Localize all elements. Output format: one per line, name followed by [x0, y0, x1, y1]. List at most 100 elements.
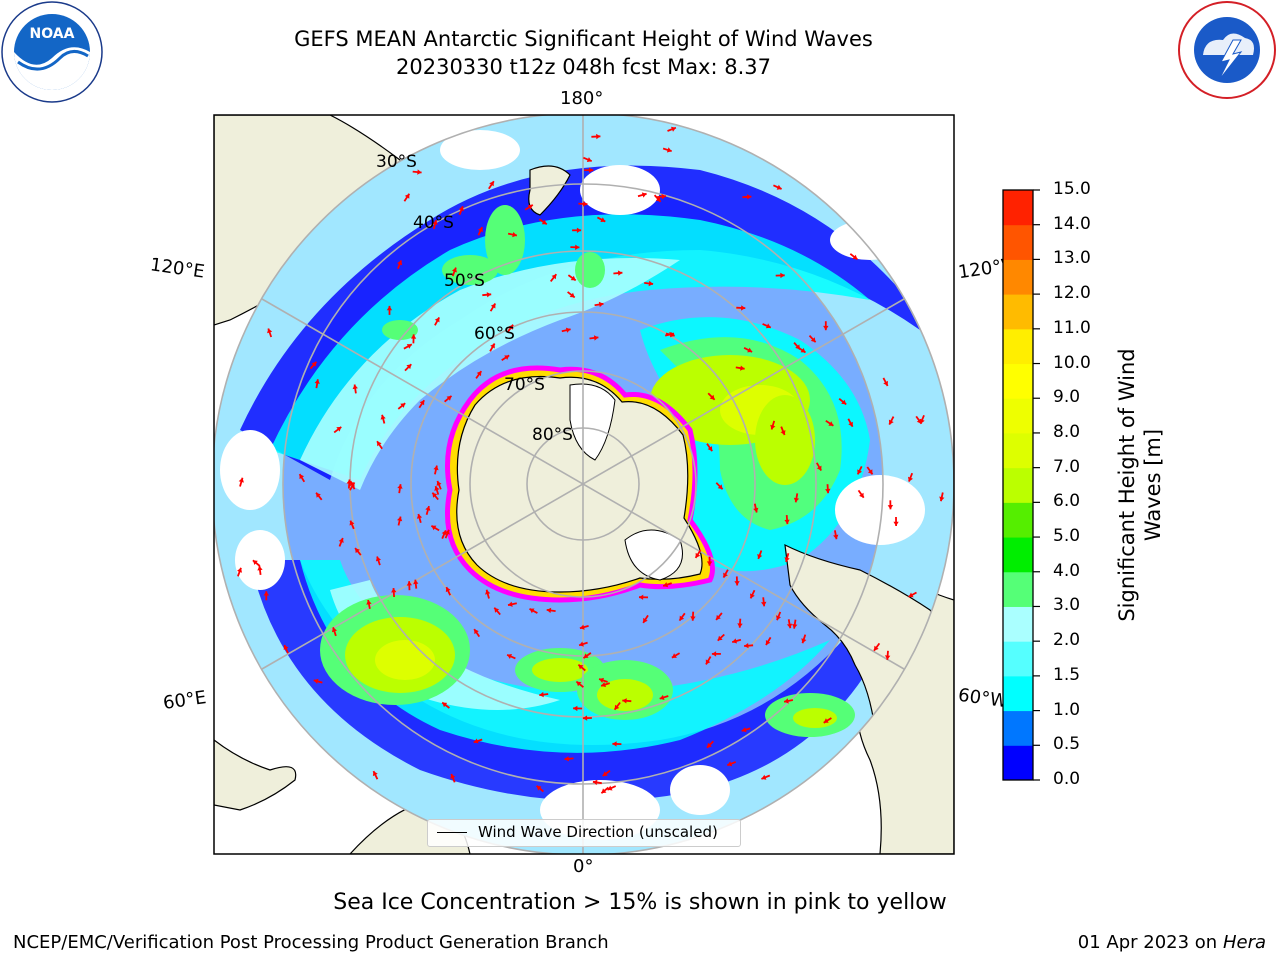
wave-arrow-head: [599, 677, 604, 683]
wave-arrow-head: [753, 507, 759, 513]
wave-arrow-head: [761, 601, 767, 607]
wave-arrow-head: [299, 474, 305, 480]
wave-arrow-head: [793, 497, 800, 503]
wave-arrow-head: [666, 147, 672, 153]
wave-arrow-head: [786, 623, 793, 629]
colorbar-band: [1003, 432, 1033, 469]
wave-arrow-head: [313, 678, 319, 684]
wave-arrow-head: [570, 275, 576, 281]
wave-arrow-head: [406, 581, 412, 586]
wave-arrow-head: [586, 157, 592, 162]
colorbar-tick-label: 5.0: [1053, 526, 1081, 547]
colorbar-band: [1003, 537, 1033, 573]
wave-arrow-head: [690, 616, 696, 621]
generation-host: Hera: [1222, 932, 1266, 953]
wave-arrow-head: [823, 325, 829, 331]
wave-arrow-head: [578, 664, 584, 670]
wave-arrow-head: [583, 201, 588, 207]
colorbar-band: [1003, 224, 1033, 260]
wave-arrow-head: [252, 560, 258, 565]
wave-arrow-head: [833, 534, 839, 540]
chart-title: GEFS MEAN Antarctic Significant Height o…: [294, 27, 873, 51]
wave-arrow-head: [765, 640, 771, 645]
wave-arrow-head: [612, 741, 617, 747]
wave-arrow-head: [551, 274, 557, 280]
wave-arrow-head: [732, 638, 737, 644]
wave-arrow-head: [747, 347, 753, 353]
wave-arrow-head: [546, 607, 552, 614]
lat-label-50s: 50°S: [444, 271, 485, 291]
wave-arrow-head: [671, 126, 676, 132]
wave-arrow-head: [770, 424, 776, 430]
wave-arrow-head: [874, 645, 879, 651]
wave-arrow-head: [338, 538, 344, 543]
wave-arrow-head: [589, 167, 594, 173]
wave-arrow-head: [679, 615, 685, 621]
wave-arrow-head: [659, 694, 665, 700]
colorbar-band: [1003, 606, 1033, 642]
wave-arrow-head: [257, 566, 263, 571]
wave-arrow-head: [432, 220, 438, 225]
wave-arrow-head: [857, 469, 862, 475]
wave-arrow-head: [852, 254, 858, 260]
wave-arrow-head: [617, 270, 623, 276]
wave-arrow-head: [434, 486, 440, 491]
wave-arrow-head: [780, 272, 785, 279]
wave-arrow-head: [885, 655, 891, 660]
lat-label-30s: 30°S: [376, 152, 417, 172]
wave-arrow-head: [446, 395, 452, 401]
wave-arrow-head: [425, 506, 431, 511]
wave-arrow-head: [316, 492, 321, 498]
lat-label-70s: 70°S: [504, 375, 545, 395]
wave-arrow-head: [263, 591, 269, 596]
colorbar-band: [1003, 675, 1033, 712]
wave-arrow-head: [386, 305, 393, 311]
wave-arrow-head: [458, 206, 464, 212]
lon-label-0: 0°: [573, 856, 594, 877]
wave-arrow-head: [267, 328, 273, 334]
wave-arrow-head: [671, 653, 677, 658]
map-legend: Wind Wave Direction (unscaled): [427, 819, 741, 847]
wave-arrow-head: [419, 400, 425, 406]
wave-arrow-head: [780, 430, 786, 435]
wave-arrow-head: [887, 505, 894, 510]
wave-arrow-head: [596, 133, 601, 140]
wave-arrow-head: [784, 557, 790, 562]
colorbar-band: [1003, 641, 1033, 677]
wave-arrow-head: [705, 659, 711, 665]
wave-arrow-head: [810, 337, 816, 343]
wave-arrow-head: [663, 582, 669, 588]
wave-arrow-head: [576, 681, 582, 687]
wave-arrow-head: [592, 779, 598, 786]
wave-arrow-head: [707, 446, 713, 452]
wave-arrow-head: [445, 587, 451, 593]
generation-date: 01 Apr 2023 on: [1077, 932, 1218, 953]
wave-arrow-head: [490, 303, 496, 309]
wave-arrow-head: [444, 529, 450, 535]
wave-arrow-head: [238, 477, 244, 483]
wave-arrow-head: [888, 419, 894, 425]
wave-arrow-head: [441, 530, 447, 536]
noaa-logo: NOAA: [1, 1, 103, 103]
wave-arrow-head: [507, 654, 512, 659]
wave-arrow-head: [529, 608, 535, 614]
wave-arrow-head: [801, 638, 807, 644]
wave-arrow-head: [375, 556, 381, 562]
wave-arrow-head: [750, 593, 755, 599]
wave-arrow-head: [765, 323, 771, 329]
wave-arrow-head: [397, 260, 403, 266]
wave-arrow-head: [442, 702, 448, 708]
colorbar-band: [1003, 467, 1033, 503]
wave-arrow-head: [776, 615, 781, 621]
wave-arrow-head: [400, 403, 406, 408]
colorbar-tick-label: 11.0: [1053, 317, 1091, 338]
wave-direction-arrows: [237, 126, 945, 794]
wave-arrow-head: [639, 594, 644, 600]
wave-arrow-head: [607, 785, 613, 791]
chart-subtitle: 20230330 t12z 048h fcst Max: 8.37: [396, 55, 771, 79]
colorbar-band: [1003, 398, 1033, 434]
wave-arrow-head: [916, 418, 922, 424]
wave-arrow-head: [695, 552, 701, 558]
wave-arrow-head: [655, 196, 661, 202]
wave-arrow-head: [670, 332, 675, 338]
